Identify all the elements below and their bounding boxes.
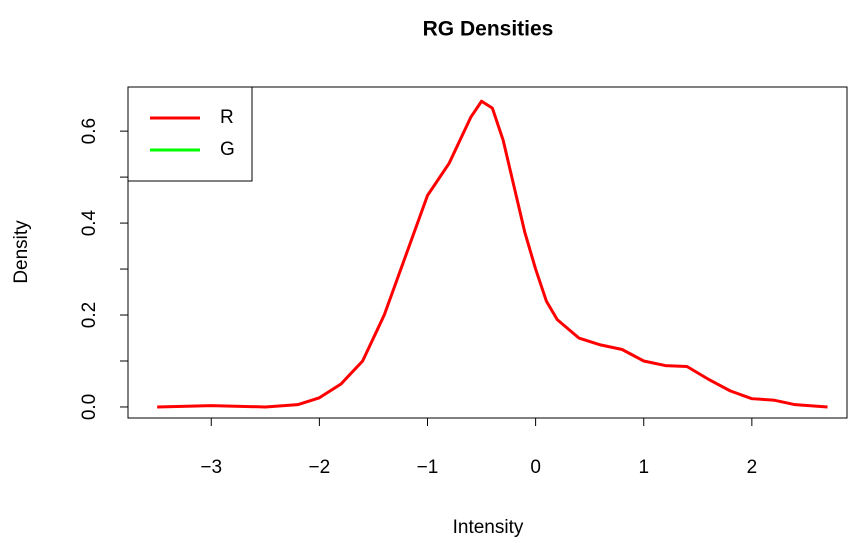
density-line	[157, 99, 828, 409]
y-axis-label: Density	[11, 220, 32, 284]
x-tick-label: −3	[200, 457, 222, 478]
x-tick-label: −2	[309, 457, 331, 478]
legend-label: R	[220, 107, 234, 128]
x-tick-label: 2	[747, 457, 758, 478]
legend-box	[127, 86, 253, 182]
y-tick-label: 0.4	[79, 209, 100, 236]
x-axis-label: Intensity	[453, 517, 524, 538]
y-tick-label: 0.2	[79, 302, 100, 328]
legend-label: G	[220, 139, 235, 160]
chart-title: RG Densities	[423, 18, 554, 41]
y-tick-label: 0.6	[79, 118, 100, 144]
x-tick-label: 0	[530, 457, 541, 478]
x-tick-label: 1	[638, 457, 649, 478]
x-tick-label: −1	[417, 457, 439, 478]
y-tick-label: 0.0	[79, 394, 100, 420]
